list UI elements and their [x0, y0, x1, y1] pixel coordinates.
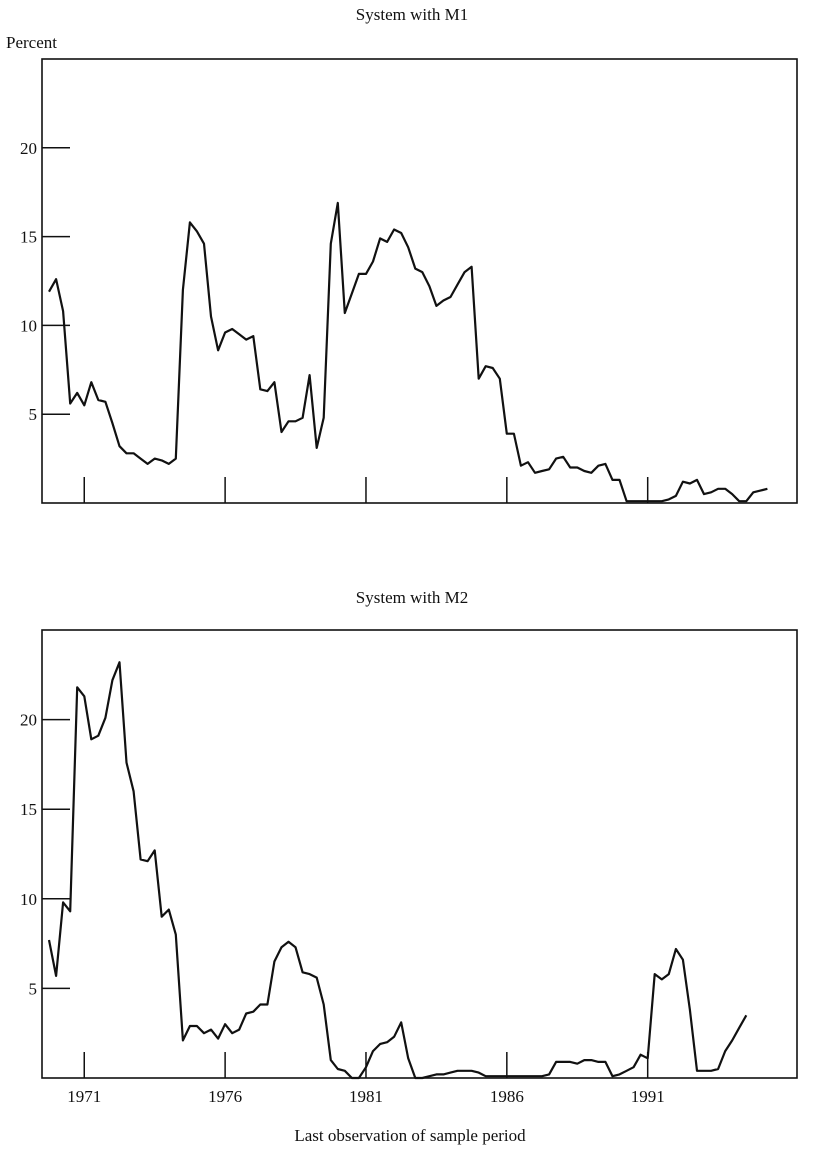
chart-panel-m1: System with M1 Percent 5 10 15 20	[6, 5, 798, 504]
plot-frame	[41, 58, 798, 504]
series-line	[47, 661, 748, 1080]
y-tick-label: 5	[29, 979, 38, 998]
x-tick-label: 1976	[208, 1087, 242, 1106]
y-axis-label: Percent	[6, 33, 57, 52]
y-tick-label: 5	[29, 405, 38, 424]
chart-panel-m2: System with M2 Last observation of sampl…	[20, 588, 798, 1145]
x-tick-label: 1991	[631, 1087, 665, 1106]
series-line	[48, 201, 768, 503]
y-tick-label: 10	[20, 890, 37, 909]
x-tick-label: 1986	[490, 1087, 524, 1106]
y-tick-label: 15	[20, 800, 37, 819]
x-tick-label: 1971	[67, 1087, 101, 1106]
x-tick-label: 1981	[349, 1087, 383, 1106]
y-tick-label: 10	[20, 316, 37, 335]
x-axis-label: Last observation of sample period	[294, 1126, 526, 1145]
y-tick-label: 20	[20, 711, 37, 730]
y-tick-label: 20	[20, 139, 37, 158]
chart-title: System with M2	[356, 588, 468, 607]
chart-title: System with M1	[356, 5, 468, 24]
y-tick-label: 15	[20, 228, 37, 247]
